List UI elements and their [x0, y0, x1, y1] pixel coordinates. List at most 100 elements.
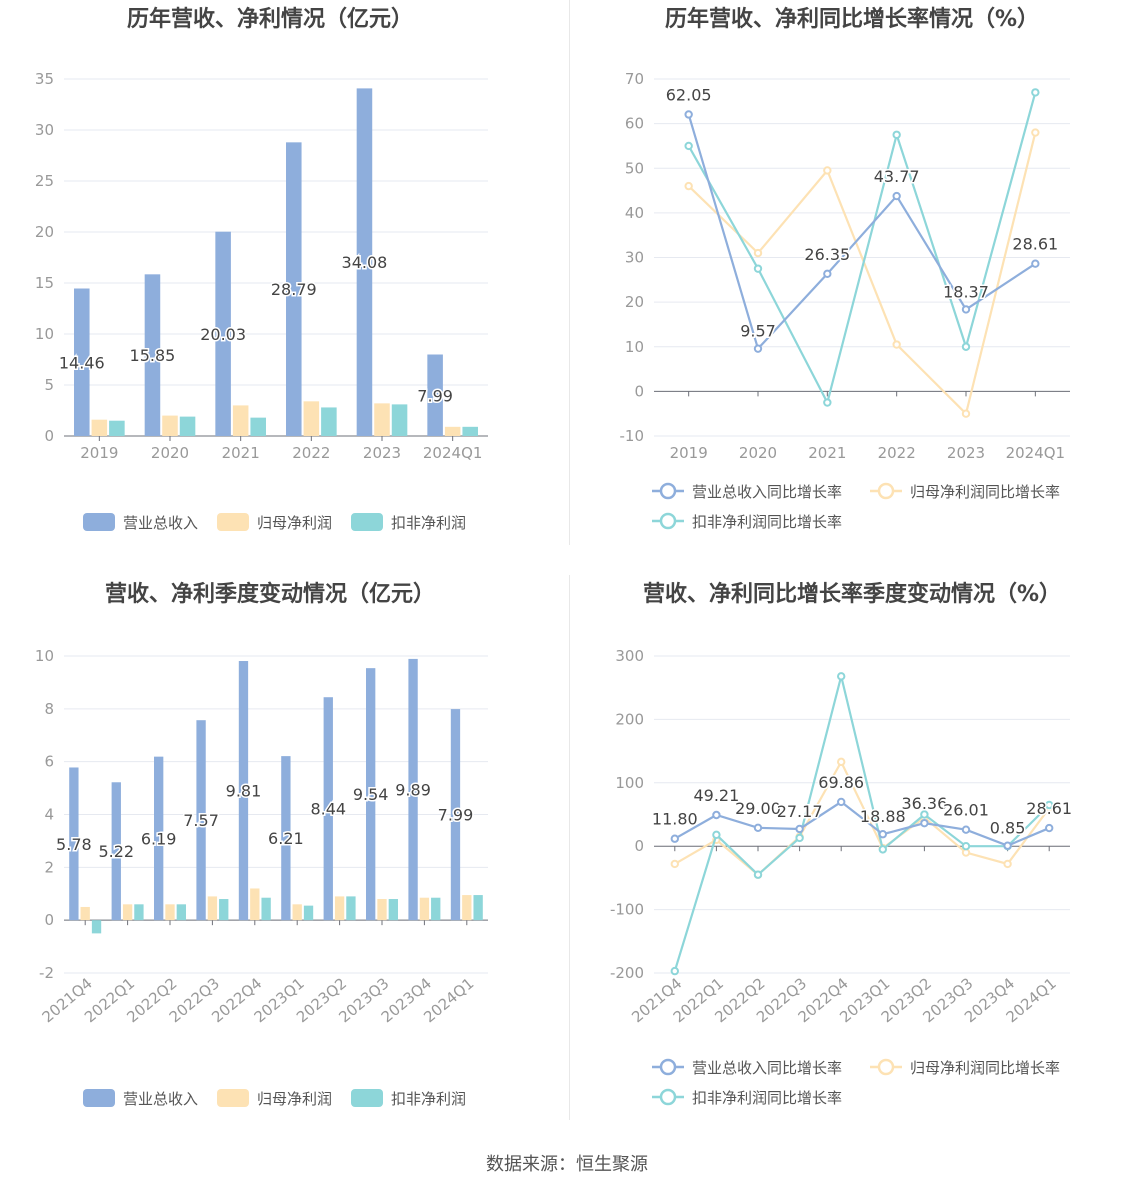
x-tick-label: 2022: [292, 444, 330, 462]
chart-title: 历年营收、净利同比增长率情况（%）: [665, 6, 1039, 32]
bar-2: [122, 904, 133, 921]
bar-1: [427, 354, 443, 436]
point-3: [961, 842, 971, 851]
point-2: [823, 166, 832, 175]
point-2: [670, 859, 679, 869]
y-tick-label: 20: [625, 293, 644, 311]
point-1: [1031, 259, 1040, 268]
point-2: [961, 409, 971, 418]
bar-2: [80, 906, 90, 921]
x-tick-label: 2021: [222, 444, 260, 462]
x-tick-label: 2021: [808, 444, 846, 462]
bar-2: [462, 895, 472, 921]
x-tick-label: 2020: [739, 444, 777, 462]
bar-2: [377, 899, 387, 921]
bar-1: [323, 697, 333, 921]
legend-swatch: [217, 1089, 249, 1107]
chart-title: 营收、净利季度变动情况（亿元）: [105, 581, 435, 607]
bar-3: [179, 416, 196, 436]
y-tick-label: 0: [44, 427, 54, 445]
bar-3: [391, 404, 408, 436]
x-tick-label: 2019: [670, 444, 708, 462]
bar-1: [144, 274, 161, 436]
point-3: [823, 398, 832, 407]
point-3: [1031, 88, 1040, 97]
legend-marker: [659, 1058, 677, 1076]
chart-2: 历年营收、净利同比增长率情况（%） -10 0 10 20 30 40 50 60 70 2019 2…: [620, 6, 1070, 531]
legend: 营业总收入 归母净利润 扣非净利润: [83, 1089, 466, 1108]
legend-label: 营业总收入同比增长率: [692, 483, 842, 501]
point-1: [823, 269, 832, 278]
y-tick-label: 5: [44, 376, 54, 394]
legend-label: 扣非净利润同比增长率: [692, 1089, 842, 1107]
bar-2: [303, 401, 320, 436]
bar-3: [219, 899, 229, 921]
bar-3: [303, 905, 314, 921]
bar-3: [431, 897, 441, 921]
y-tick-label: 30: [625, 249, 644, 267]
point-1: [684, 110, 693, 119]
legend-label: 归母净利润同比增长率: [910, 1059, 1060, 1077]
bar-3: [109, 420, 125, 436]
x-tick-label: 2024Q1: [1006, 444, 1066, 462]
y-tick-label: 4: [44, 806, 54, 824]
data-label: 27.17: [777, 802, 823, 821]
legend-swatch: [217, 513, 249, 531]
data-label: 69.86: [818, 773, 864, 792]
x-tick-label: 2019: [80, 444, 118, 462]
bar-1: [69, 767, 79, 921]
point-2: [892, 340, 901, 349]
legend: 营业总收入 归母净利润 扣非净利润: [83, 513, 466, 532]
bar-1: [238, 661, 249, 921]
legend-label: 营业总收入: [123, 514, 198, 532]
legend-swatch: [351, 1089, 383, 1107]
bar-2: [419, 897, 430, 921]
bar-2: [207, 896, 218, 921]
point-3: [753, 870, 763, 879]
point-1: [878, 830, 887, 839]
x-tick-label: 2023: [947, 444, 985, 462]
point-1: [753, 823, 763, 833]
point-3: [753, 264, 763, 273]
legend-label: 扣非净利润: [391, 514, 466, 532]
point-1: [1003, 841, 1012, 850]
y-tick-label: 10: [35, 647, 54, 665]
point-3: [712, 830, 721, 839]
bar-2: [292, 904, 302, 921]
point-3: [1045, 800, 1054, 810]
legend-marker: [877, 1058, 895, 1076]
data-label: 62.05: [666, 85, 712, 104]
data-label: 18.37: [943, 282, 989, 301]
y-tick-label: 70: [625, 70, 644, 88]
series-line-1: [687, 114, 1036, 351]
data-label: 20.03: [200, 325, 246, 344]
y-tick-label: 8: [44, 700, 54, 718]
legend-marker: [659, 512, 677, 530]
y-tick-label: 300: [615, 647, 644, 665]
y-tick-label: 6: [44, 753, 54, 771]
point-3: [795, 833, 804, 843]
y-tick-label: 0: [634, 837, 644, 855]
y-tick-label: 200: [615, 710, 644, 728]
y-tick-label: 40: [625, 204, 644, 222]
vertical-divider-top: [569, 0, 570, 545]
bar-1: [154, 756, 164, 921]
bar-3: [250, 417, 266, 436]
data-label: 15.85: [130, 346, 176, 365]
data-label: 26.01: [943, 801, 989, 820]
data-label: 8.44: [310, 800, 346, 819]
point-1: [795, 824, 804, 834]
chart-4: 营收、净利同比增长率季度变动情况（%）-200-1000100200300202…: [610, 581, 1074, 1107]
point-1: [961, 305, 971, 314]
bar-2: [162, 415, 178, 436]
y-tick-label: 25: [35, 172, 54, 190]
series-line-3: [687, 92, 1037, 406]
bar-1: [450, 709, 461, 921]
legend-marker: [659, 482, 677, 500]
data-label: 28.61: [1012, 235, 1058, 254]
data-source-note: 数据来源：恒生聚源: [486, 1154, 648, 1175]
data-label: 6.21: [268, 829, 304, 848]
series-line-2: [687, 132, 1037, 416]
data-label: 6.19: [141, 829, 177, 848]
point-1: [712, 810, 721, 820]
